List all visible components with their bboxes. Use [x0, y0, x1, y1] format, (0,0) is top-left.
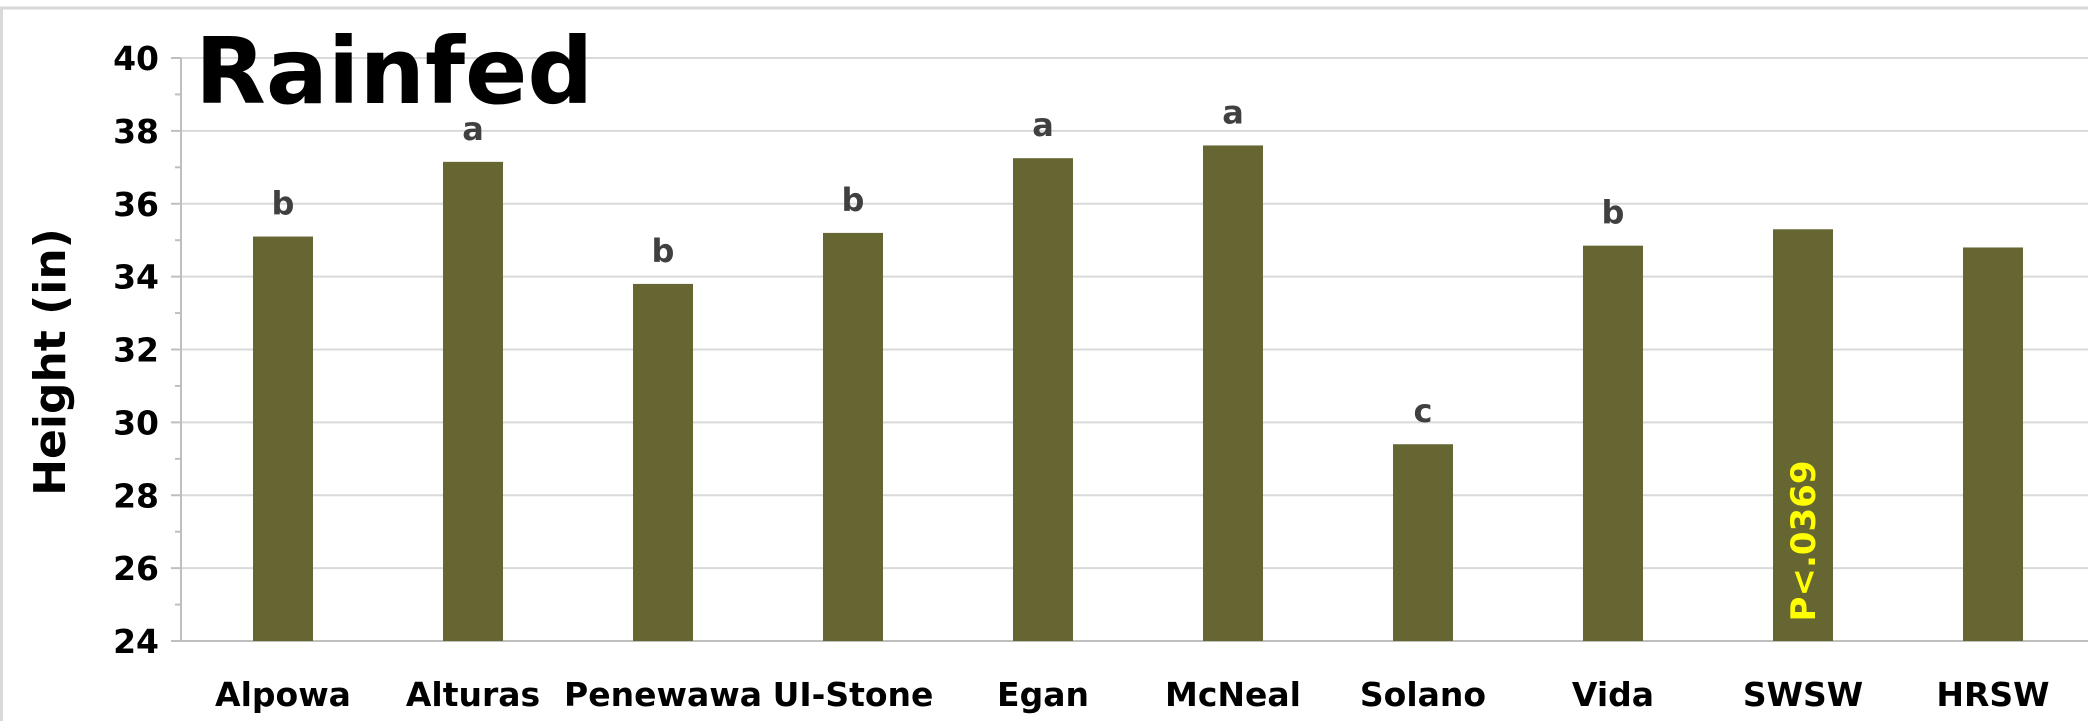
significance-letter: a: [1222, 93, 1244, 131]
bar-hrsw: [1963, 247, 2023, 641]
bars: [253, 145, 2023, 642]
x-category-label: Egan: [997, 675, 1089, 714]
y-tick-label: 24: [113, 622, 159, 661]
y-tick-label: 26: [113, 549, 159, 588]
bar-egan: [1013, 158, 1073, 641]
x-category-label: Penewawa: [564, 675, 762, 714]
y-tick-label: 34: [113, 258, 159, 297]
significance-letter: a: [1032, 106, 1054, 144]
y-tick-label: 30: [113, 403, 159, 442]
bar-solano: [1393, 444, 1453, 641]
y-axis-title: Height (in): [25, 228, 76, 496]
bar-penewawa: [633, 283, 693, 641]
x-category-label: SWSW: [1743, 675, 1863, 714]
x-category-label: Vida: [1572, 675, 1654, 714]
significance-letter: c: [1414, 392, 1433, 430]
x-category-label: Solano: [1360, 675, 1486, 714]
x-axis-labels: Alpowa Alturas Penewawa UI-Stone Egan McNeal S…: [215, 675, 2050, 714]
bar-ui-stone: [823, 232, 883, 641]
bar-swsw: [1773, 229, 1833, 641]
bar-vida: [1583, 245, 1643, 641]
significance-letter: b: [1602, 194, 1625, 232]
significance-letter: b: [842, 181, 865, 219]
bar-alpowa: [253, 236, 313, 641]
y-tick-label: 36: [113, 185, 159, 224]
bar-mcneal: [1203, 145, 1263, 641]
significance-letter: b: [272, 185, 295, 223]
y-tick-label: 38: [113, 112, 159, 151]
x-category-label: HRSW: [1936, 675, 2049, 714]
y-axis-ticks: 24 26 28 30 32 34 36 38 40: [113, 39, 181, 661]
y-tick-label: 32: [113, 331, 159, 370]
x-category-label: UI-Stone: [773, 675, 934, 714]
x-category-label: McNeal: [1165, 675, 1301, 714]
chart-title: Rainfed: [195, 18, 593, 125]
significance-labels: b a b b a a c b: [272, 93, 1625, 430]
bar-alturas: [443, 161, 503, 642]
x-category-label: Alturas: [406, 675, 540, 714]
significance-letter: a: [462, 110, 484, 148]
p-value-annotation: P<.0369: [1784, 461, 1824, 622]
significance-letter: b: [652, 232, 675, 270]
y-tick-label: 40: [113, 39, 159, 78]
y-tick-label: 28: [113, 476, 159, 515]
x-category-label: Alpowa: [215, 675, 351, 714]
